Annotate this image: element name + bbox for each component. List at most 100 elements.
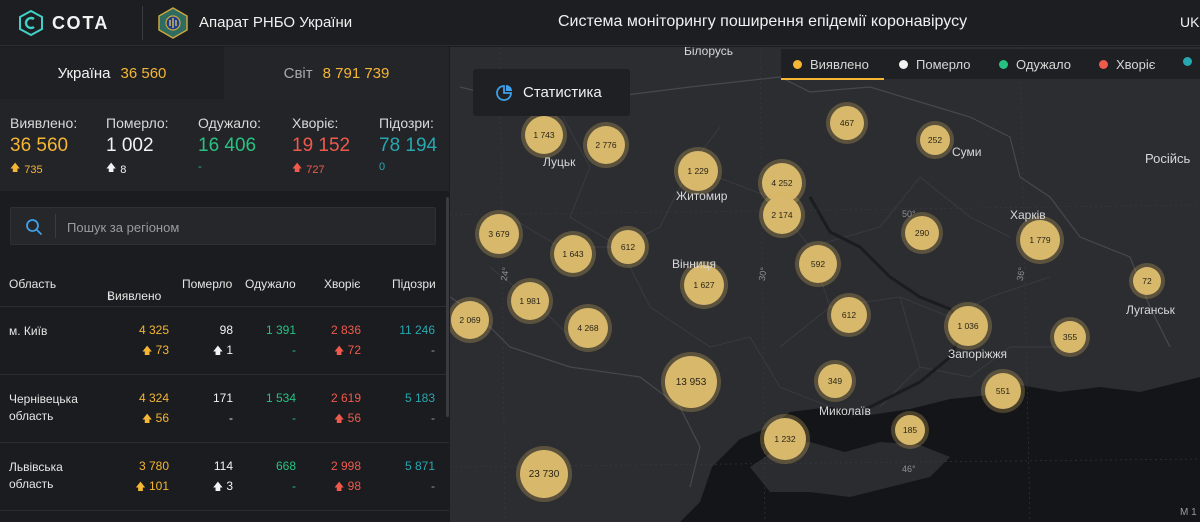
case-cluster[interactable]: 592 — [795, 241, 841, 287]
cell-suspected-delta: - — [431, 479, 435, 493]
cluster-dot — [678, 151, 718, 191]
case-cluster[interactable]: 185 — [891, 411, 929, 449]
cell-sick-delta: 🡅 72 — [334, 343, 361, 361]
case-cluster[interactable]: 1 232 — [760, 414, 810, 464]
col-sick[interactable]: Хворіє — [324, 277, 361, 291]
col-suspected[interactable]: Підозри — [392, 277, 436, 291]
cluster-count: 2 776 — [595, 140, 617, 150]
case-cluster[interactable]: 2 174 — [759, 192, 805, 238]
col-died[interactable]: Померло — [182, 277, 233, 291]
case-cluster[interactable]: 4 268 — [564, 304, 612, 352]
case-cluster[interactable]: 612 — [827, 293, 871, 337]
legend-suspected[interactable] — [1183, 57, 1192, 66]
legend-active-underline — [781, 78, 884, 80]
cluster-layer[interactable]: 1 743 2 776 467 252 1 229 4 252 2 174 3 679 1 64… — [450, 102, 1165, 502]
stat-delta: 0 — [379, 161, 437, 173]
case-cluster[interactable]: 1 743 — [521, 112, 567, 158]
cell-died: 98 — [219, 323, 233, 337]
arrow-up-icon: 🡅 — [292, 163, 303, 174]
statistics-button[interactable]: Статистика — [473, 69, 630, 116]
cell-sick: 2 836 — [330, 323, 361, 337]
place-russia: Російсь — [1145, 151, 1191, 166]
place-mykolaiv: Миколаїв — [819, 404, 871, 418]
legend-died[interactable]: Померло — [899, 57, 971, 72]
case-cluster[interactable]: 551 — [981, 369, 1025, 413]
case-cluster[interactable]: 2 776 — [583, 122, 629, 168]
case-cluster[interactable]: 72 — [1129, 263, 1165, 299]
cluster-count: 1 232 — [774, 434, 796, 444]
delta-value: 56 — [155, 411, 169, 425]
panel-scrollbar[interactable] — [446, 197, 449, 417]
tab-world-value: 8 791 739 — [322, 64, 390, 82]
search-icon[interactable] — [25, 218, 43, 236]
col-recovered[interactable]: Одужало — [245, 277, 296, 291]
cota-logo[interactable]: СОТА — [18, 9, 109, 37]
case-cluster[interactable]: 1 036 — [944, 302, 992, 350]
language-switch[interactable]: UK — [1180, 14, 1200, 30]
table-row[interactable]: Львівська область 3 780 🡅 101 114 🡅 3 668 - 2 9… — [0, 443, 449, 511]
case-cluster[interactable]: 612 — [607, 226, 649, 268]
cell-suspected-delta: - — [431, 411, 435, 425]
cluster-count: 612 — [842, 310, 856, 320]
case-cluster[interactable]: 355 — [1050, 317, 1090, 357]
search-input[interactable] — [67, 215, 427, 239]
cell-recovered: 1 534 — [265, 391, 296, 405]
legend-detected[interactable]: Виявлено — [793, 57, 869, 72]
map-view[interactable]: 1 743 2 776 467 252 1 229 4 252 2 174 3 679 1 64… — [450, 47, 1200, 522]
legend-dot — [1099, 60, 1108, 69]
cluster-count: 3 679 — [488, 229, 510, 239]
case-cluster[interactable]: 23 730 — [516, 446, 572, 502]
cluster-dot — [905, 216, 939, 250]
tab-world[interactable]: Світ 8 791 739 — [224, 47, 449, 99]
case-cluster[interactable]: 1 229 — [674, 147, 722, 195]
case-cluster[interactable]: 1 643 — [550, 231, 596, 277]
cell-detected-delta: 🡅 73 — [142, 343, 169, 361]
stat-recovered: Одужало: 16 406 - — [198, 115, 261, 173]
case-cluster[interactable]: 3 679 — [475, 210, 523, 258]
cell-sick-delta: 🡅 98 — [334, 479, 361, 497]
case-cluster[interactable]: 1 779 — [1016, 216, 1064, 264]
cell-died-delta: 🡅 3 — [213, 479, 233, 497]
cluster-dot — [611, 230, 645, 264]
stat-label: Підозри: — [379, 115, 434, 131]
place-vinnytsia: Вінниця — [672, 257, 716, 271]
case-cluster[interactable]: 1 981 — [507, 278, 553, 324]
arrow-up-icon: 🡅 — [135, 482, 146, 493]
case-cluster[interactable]: 2 069 — [450, 297, 493, 343]
case-cluster[interactable]: 290 — [901, 212, 943, 254]
cell-suspected-delta: - — [431, 343, 435, 357]
cluster-count: 252 — [928, 135, 942, 145]
case-cluster[interactable]: 13 953 — [661, 352, 721, 412]
legend-recovered[interactable]: Одужало — [999, 57, 1071, 72]
cluster-count: 4 268 — [577, 323, 599, 333]
case-cluster[interactable]: 252 — [916, 121, 954, 159]
col-region[interactable]: Область — [9, 277, 57, 291]
case-cluster[interactable]: 349 — [814, 360, 856, 402]
arrow-up-icon: 🡅 — [334, 482, 345, 493]
table-row[interactable]: м. Київ 4 325 🡅 73 98 🡅 1 1 391 - 2 836 🡅 72 11 2… — [0, 307, 449, 375]
cluster-count: 355 — [1063, 332, 1077, 342]
cluster-dot — [763, 196, 801, 234]
delta-value: 1 — [226, 343, 233, 357]
ukraine-map[interactable]: 1 743 2 776 467 252 1 229 4 252 2 174 3 679 1 64… — [450, 47, 1200, 522]
case-cluster[interactable]: 4 252 — [758, 159, 806, 207]
cluster-count: 1 036 — [957, 321, 979, 331]
cell-detected: 4 324 — [138, 391, 169, 405]
tab-ukraine[interactable]: Україна 36 560 — [0, 47, 224, 99]
delta-value: - — [292, 343, 296, 357]
tab-world-label: Світ — [283, 64, 313, 82]
legend-sick[interactable]: Хворіє — [1099, 57, 1155, 72]
cluster-dot — [525, 116, 563, 154]
stat-delta-value: 0 — [379, 161, 386, 173]
legend-label: Одужало — [1016, 57, 1071, 72]
table-row[interactable]: Чернівецька область 4 324 🡅 56 171 - 1 534 - 2 … — [0, 375, 449, 443]
cell-sick-delta: 🡅 56 — [334, 411, 361, 429]
arrow-up-icon: 🡅 — [142, 414, 153, 425]
case-cluster[interactable]: 467 — [826, 102, 868, 144]
case-cluster[interactable]: 1 627 — [680, 261, 728, 309]
legend-dot — [999, 60, 1008, 69]
region-search[interactable] — [10, 207, 436, 245]
stat-delta-value: 8 — [120, 163, 127, 176]
cell-died-delta: 🡅 1 — [213, 343, 233, 361]
delta-value: 56 — [347, 411, 361, 425]
